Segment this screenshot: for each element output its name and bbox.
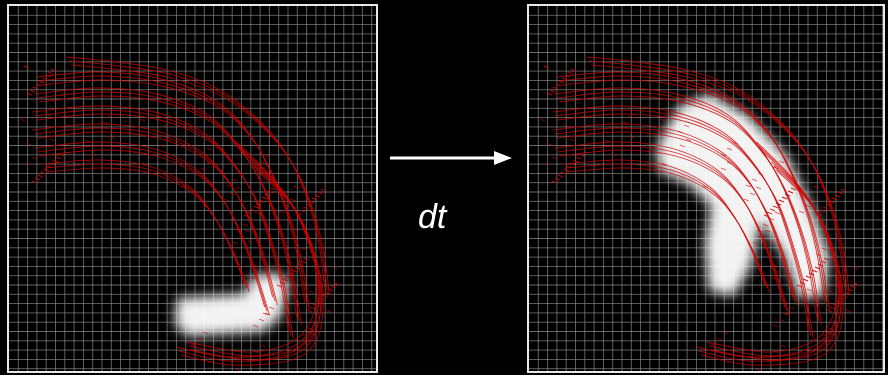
density-blob bbox=[657, 94, 829, 298]
velocity-field bbox=[539, 56, 860, 371]
panel-before bbox=[7, 4, 378, 373]
right-arrow-icon bbox=[390, 151, 512, 165]
panel-after bbox=[527, 4, 885, 373]
time-step-label: dt bbox=[418, 198, 447, 236]
fluid-grid-before bbox=[9, 6, 376, 371]
fluid-grid-after bbox=[529, 6, 883, 371]
velocity-field bbox=[19, 56, 340, 371]
